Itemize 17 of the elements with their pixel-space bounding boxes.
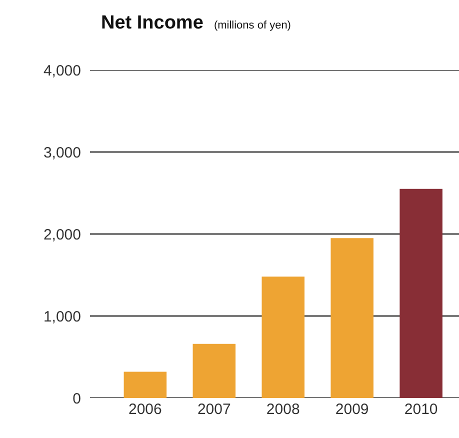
x-tick-label: 2008 <box>266 401 300 418</box>
x-tick-label: 2007 <box>197 401 231 418</box>
bar <box>262 276 304 398</box>
x-tick-label: 2010 <box>404 401 438 418</box>
y-tick-label: 4,000 <box>43 62 81 80</box>
bar <box>192 344 236 398</box>
bar <box>124 372 167 398</box>
bar <box>400 188 442 398</box>
chart-title: Net Income <box>100 12 204 34</box>
x-tick-label: 2006 <box>128 401 162 418</box>
y-tick-label: 0 <box>72 390 81 408</box>
y-tick-label: 1,000 <box>43 308 81 326</box>
chart-subtitle: (millions of yen) <box>214 20 291 32</box>
y-tick-label: 2,000 <box>43 226 81 244</box>
bar <box>330 238 374 398</box>
y-tick-label: 3,000 <box>43 144 81 162</box>
x-tick-label: 2009 <box>335 401 369 418</box>
